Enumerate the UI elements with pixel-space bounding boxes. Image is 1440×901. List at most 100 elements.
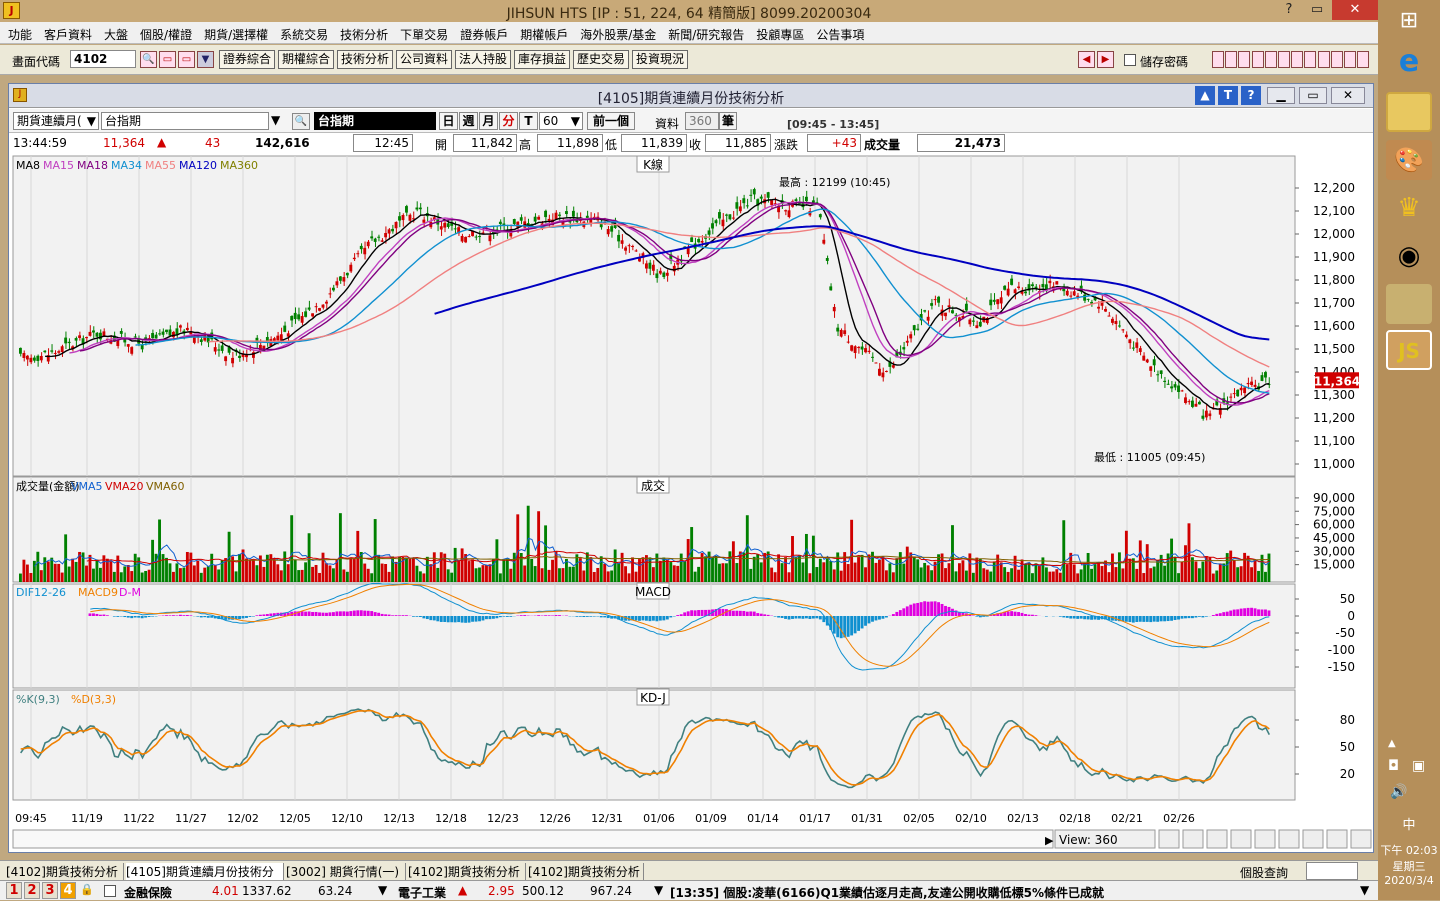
arrow-right-icon[interactable]: ▶ <box>1097 51 1114 68</box>
interval-select[interactable]: 60▼ <box>539 112 583 130</box>
ticker-checkbox[interactable] <box>104 885 116 897</box>
period-button-2[interactable]: 月 <box>479 112 498 130</box>
toolbar-button-0[interactable]: 證券綜合 <box>219 50 275 69</box>
window-tab-3[interactable]: [4102]期貨技術分析 <box>408 863 526 880</box>
period-button-1[interactable]: 週 <box>459 112 478 130</box>
menu-item-13[interactable]: 公告事項 <box>816 22 864 43</box>
product-dropdown-icon[interactable]: ▼ <box>271 113 289 130</box>
search-icon[interactable]: 🔍 <box>140 51 157 68</box>
ticker-page-3[interactable]: 3 <box>42 882 58 899</box>
period-button-4[interactable]: T <box>519 112 538 130</box>
toolbar-button-6[interactable]: 歷史交易 <box>573 50 629 69</box>
volume-icon[interactable]: 🔊 <box>1390 784 1407 800</box>
period-button-0[interactable]: 日 <box>439 112 458 130</box>
menu-item-9[interactable]: 期權帳戶 <box>520 22 568 43</box>
network-icon[interactable]: ▣ <box>1412 758 1425 774</box>
tray-app-icon[interactable]: ◘ <box>1388 758 1399 774</box>
paint-palette-icon[interactable]: 🎨 <box>1386 140 1432 180</box>
menu-item-8[interactable]: 證券帳戶 <box>460 22 508 43</box>
menu-item-3[interactable]: 個股/權證 <box>140 22 192 43</box>
minimize-icon[interactable]: ▭ <box>1302 0 1332 20</box>
window-tab-4[interactable]: [4102]期貨技術分析 <box>528 863 644 880</box>
scissors-icon[interactable] <box>1291 51 1303 68</box>
up-arrow-icon[interactable]: ▲ <box>1195 86 1215 105</box>
clock-time[interactable]: 下午 02:03 <box>1378 842 1440 858</box>
menu-item-1[interactable]: 客戶資料 <box>44 22 92 43</box>
stock-query-input[interactable] <box>1306 862 1358 880</box>
ticker-page-4[interactable]: 4 <box>60 882 76 899</box>
menu-item-7[interactable]: 下單交易 <box>400 22 448 43</box>
product-name-input[interactable]: 台指期 <box>101 112 269 130</box>
product-type-select[interactable]: 期貨連續月(▼ <box>13 112 99 130</box>
arrow-left-icon[interactable]: ◀ <box>1078 51 1095 68</box>
candle-body <box>1198 402 1201 404</box>
toolbar-button-4[interactable]: 法人持股 <box>455 50 511 69</box>
data-count-input[interactable]: 360 <box>685 112 719 130</box>
menu-item-0[interactable]: 功能 <box>8 22 32 43</box>
ticker-news[interactable]: [13:35] 個股:凌華(6166)Q1業績估逐月走高,友達公開收購低標5%條… <box>670 884 1104 901</box>
text-t-icon[interactable]: T <box>1218 86 1238 105</box>
window-tab-0[interactable]: [4102]期貨技術分析 <box>6 863 124 880</box>
file-explorer-icon[interactable] <box>1386 92 1432 132</box>
macd-histogram-bar <box>1194 616 1197 618</box>
candle-body <box>975 325 978 328</box>
power-icon[interactable] <box>1357 51 1369 68</box>
settings-icon[interactable] <box>1331 51 1343 68</box>
menu-item-12[interactable]: 投顧專區 <box>756 22 804 43</box>
kd-ytick-1: 50 <box>1340 740 1355 754</box>
tray-expand-icon[interactable]: ▲ <box>1388 738 1396 749</box>
clock-day: 星期三 <box>1378 858 1440 874</box>
pencil-icon[interactable] <box>1304 51 1316 68</box>
tag-icon[interactable] <box>1318 51 1330 68</box>
menu-item-4[interactable]: 期貨/選擇權 <box>204 22 268 43</box>
cut-icon[interactable] <box>1252 51 1264 68</box>
ie-browser-icon[interactable]: e <box>1386 44 1432 84</box>
menu-item-10[interactable]: 海外股票/基金 <box>580 22 656 43</box>
question-icon[interactable]: ? <box>1241 86 1261 105</box>
inner-restore-button[interactable]: ▭ <box>1299 87 1327 104</box>
tools-icon[interactable] <box>1278 51 1290 68</box>
crown-icon[interactable]: ♛ <box>1386 188 1432 228</box>
inner-close-button[interactable]: ✕ <box>1331 87 1365 104</box>
close-icon[interactable]: ✕ <box>1332 0 1378 20</box>
window-icon[interactable]: ▭ <box>159 51 176 68</box>
toolbar-button-3[interactable]: 公司資料 <box>396 50 452 69</box>
period-button-3[interactable]: 分 <box>499 112 518 130</box>
ime-indicator[interactable]: 中 <box>1378 814 1440 833</box>
ticker-page-1[interactable]: 1 <box>6 882 22 899</box>
inner-minimize-button[interactable]: ▁ <box>1267 87 1295 104</box>
edit-icon[interactable] <box>1212 51 1224 68</box>
lock-icon[interactable]: 🔒 <box>80 883 94 896</box>
jihsun-app-icon[interactable]: JS <box>1386 330 1432 370</box>
chrome-browser-icon[interactable]: ◉ <box>1386 236 1432 276</box>
toolbar-button-1[interactable]: 期權綜合 <box>278 50 334 69</box>
save-password-checkbox[interactable] <box>1124 54 1136 66</box>
ticker-dropdown-icon[interactable]: ▼ <box>378 883 387 897</box>
menu-item-11[interactable]: 新聞/研究報告 <box>668 22 744 43</box>
screen-code-input[interactable]: 4102 <box>70 50 136 68</box>
toolbar-button-5[interactable]: 庫存損益 <box>514 50 570 69</box>
ticker-page-2[interactable]: 2 <box>24 882 40 899</box>
sticky-notes-icon[interactable] <box>1386 284 1432 324</box>
toolbar-button-7[interactable]: 投資現況 <box>632 50 688 69</box>
copy-icon[interactable] <box>1238 51 1250 68</box>
search-result-box[interactable]: 台指期 <box>314 112 436 130</box>
menu-item-6[interactable]: 技術分析 <box>340 22 388 43</box>
text-icon[interactable] <box>1265 51 1277 68</box>
news-dropdown-icon[interactable]: ▼ <box>1360 883 1369 897</box>
search-tool-icon[interactable] <box>1344 51 1356 68</box>
prev-button[interactable]: 前一個 <box>587 112 635 130</box>
print-icon[interactable]: ▭ <box>178 51 195 68</box>
menu-item-2[interactable]: 大盤 <box>104 22 128 43</box>
close-box-icon[interactable] <box>1225 51 1237 68</box>
help-button[interactable]: ? <box>1274 0 1304 20</box>
dropdown-icon[interactable]: ▼ <box>197 51 214 68</box>
window-tab-2[interactable]: [3002] 期貨行情(一) <box>286 863 406 880</box>
data-unit-button[interactable]: 筆 <box>719 112 737 130</box>
product-search-icon[interactable]: 🔍 <box>292 113 310 130</box>
menu-item-5[interactable]: 系統交易 <box>280 22 328 43</box>
ticker-dropdown2-icon[interactable]: ▼ <box>654 883 663 897</box>
windows-start-icon[interactable]: ⊞ <box>1396 8 1422 34</box>
toolbar-button-2[interactable]: 技術分析 <box>337 50 393 69</box>
